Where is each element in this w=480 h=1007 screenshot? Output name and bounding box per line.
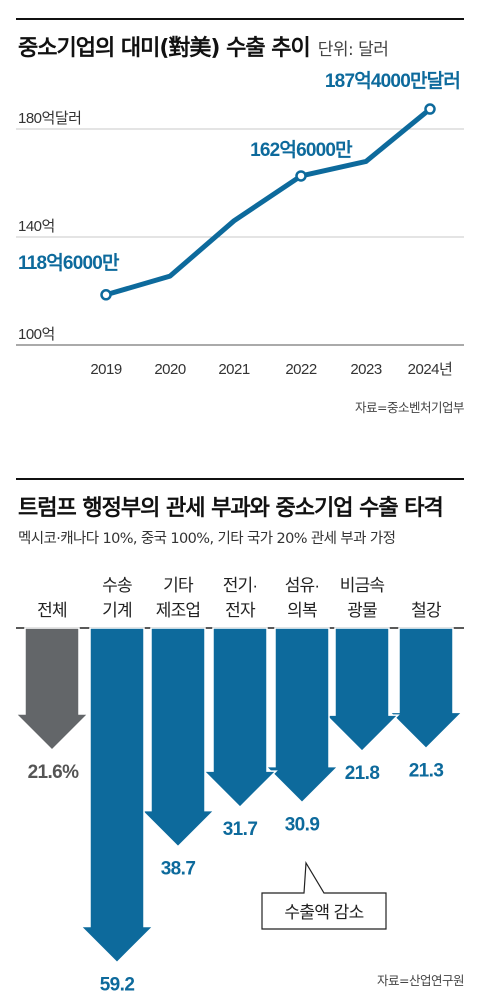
line-chart: 100억 140억 180억달러 2019 2020 2021 2022 2023 2024년 1… — [16, 70, 464, 378]
category-label: 기계 — [102, 601, 132, 620]
chart2-title: 트럼프 행정부의 관세 부과와 중소기업 수출 타격 — [18, 496, 444, 521]
chart2-subtitle: 멕시코·캐나다 10%, 중국 100%, 기타 국가 20% 관세 부과 가정 — [18, 531, 396, 547]
data-label-2022: 162억6000만 — [250, 139, 353, 161]
value-label-6: 21.3 — [409, 760, 444, 781]
x-tick-label: 2019 — [90, 361, 122, 378]
x-tick-label: 2023 — [350, 361, 382, 378]
export-trend-section: 중소기업의 대미(對美) 수출 추이 단위: 달러 100억 140억 180억달러 2… — [0, 0, 480, 440]
arrow-bar-1 — [79, 627, 155, 964]
category-label: 기타 — [163, 576, 194, 595]
arrow-bar-0 — [14, 627, 90, 752]
value-label-3: 31.7 — [223, 819, 258, 840]
callout: 수출액 감소 — [261, 861, 387, 930]
chart1-title-text: 중소기업의 대미(對美) 수출 추이 — [18, 36, 311, 61]
category-label: 전체 — [37, 601, 67, 620]
x-tick-label: 2024년 — [408, 361, 453, 378]
chart1-unit: 단위: 달러 — [317, 40, 389, 60]
data-point-2022 — [295, 170, 307, 182]
category-label: 제조업 — [156, 601, 201, 620]
y-tick-label: 100억 — [18, 326, 55, 343]
title-rule — [16, 18, 464, 20]
category-label: 의복 — [287, 601, 317, 620]
callout-text: 수출액 감소 — [284, 903, 363, 922]
arrow-bar-3 — [202, 627, 278, 809]
arrow-bar-4 — [264, 627, 340, 804]
category-label: 광물 — [347, 601, 377, 620]
x-tick-label: 2020 — [154, 361, 186, 378]
data-point-2019 — [100, 289, 112, 301]
title-rule-2 — [16, 478, 464, 480]
value-label-1: 59.2 — [100, 974, 135, 995]
category-label: 철강 — [411, 601, 442, 620]
arrow-bar-2 — [140, 627, 216, 848]
chart1-source: 자료=중소벤처기업부 — [355, 400, 464, 415]
data-label-2019: 118억6000만 — [18, 252, 120, 274]
value-label-2: 38.7 — [161, 859, 196, 880]
category-label: 수송 — [102, 576, 132, 595]
category-label: 전자 — [225, 601, 256, 620]
value-label-4: 30.9 — [285, 815, 320, 836]
value-label-5: 21.8 — [345, 763, 380, 784]
chart1-title: 중소기업의 대미(對美) 수출 추이 단위: 달러 — [18, 30, 389, 62]
category-label: 전기· — [223, 576, 258, 595]
arrow-bar-5 — [324, 627, 400, 753]
category-label: 비금속 — [340, 576, 385, 595]
arrow-bar-6 — [388, 627, 464, 750]
data-label-2024: 187억4000만달러 — [325, 70, 460, 92]
x-tick-label: 2022 — [285, 361, 317, 378]
series-line — [103, 106, 433, 298]
callout-box — [261, 861, 387, 930]
data-point-2024 — [424, 103, 436, 115]
chart2-source: 자료=산업연구원 — [377, 973, 464, 988]
x-tick-label: 2021 — [218, 361, 250, 378]
y-tick-label: 180억달러 — [18, 110, 81, 127]
y-tick-label: 140억 — [18, 218, 55, 235]
value-label-0: 21.6% — [28, 762, 80, 783]
category-label: 섬유· — [285, 576, 320, 595]
